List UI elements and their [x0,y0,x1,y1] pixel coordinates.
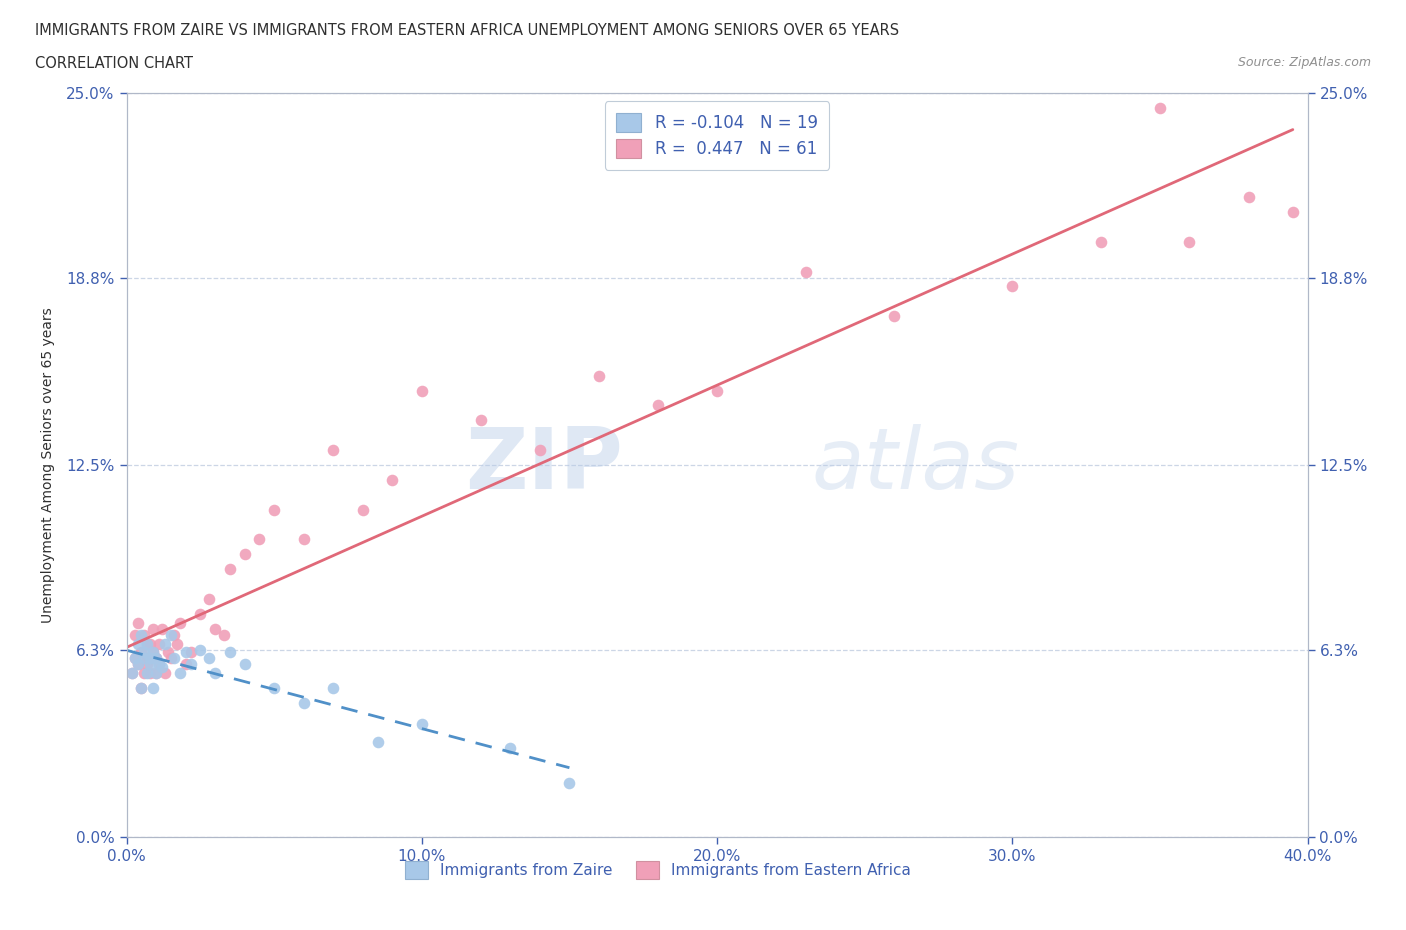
Point [188,606,212,621]
Point [163,627,186,642]
Point [139,666,162,681]
Point [219,645,242,660]
Point [263,502,285,517]
Point [499,740,522,755]
Text: IMMIGRANTS FROM ZAIRE VS IMMIGRANTS FROM EASTERN AFRICA UNEMPLOYMENT AMONG SENIO: IMMIGRANTS FROM ZAIRE VS IMMIGRANTS FROM… [35,23,900,38]
Point [188,642,212,657]
Point [124,627,146,642]
Point [127,657,149,671]
Point [136,657,159,671]
Point [411,383,433,398]
Point [322,443,344,458]
Point [647,398,669,413]
Point [148,636,170,651]
Point [148,657,170,671]
Point [204,666,226,681]
Point [160,651,183,666]
Point [129,627,153,642]
Text: ZIP: ZIP [465,423,623,507]
Point [204,621,226,636]
Point [883,309,905,324]
Point [142,645,165,660]
Point [145,666,167,681]
Point [150,621,173,636]
Point [129,681,153,696]
Point [139,636,162,651]
Point [588,368,610,383]
Point [292,532,315,547]
Point [142,681,165,696]
Point [352,502,374,517]
Point [1001,279,1024,294]
Point [129,681,153,696]
Point [1178,234,1201,249]
Point [127,657,149,671]
Point [145,651,167,666]
Point [136,666,159,681]
Point [129,645,153,660]
Point [233,547,256,562]
Point [145,651,167,666]
Point [322,681,344,696]
Point [127,636,149,651]
Point [529,443,551,458]
Text: atlas: atlas [811,423,1019,507]
Point [139,657,162,671]
Point [411,716,433,731]
Point [169,666,191,681]
Point [470,413,492,428]
Text: Source: ZipAtlas.com: Source: ZipAtlas.com [1237,56,1371,69]
Point [160,627,183,642]
Point [121,666,143,681]
Point [142,645,165,660]
Point [1149,100,1171,115]
Point [134,651,156,666]
Point [148,657,170,671]
Point [136,636,159,651]
Text: CORRELATION CHART: CORRELATION CHART [35,56,193,71]
Point [198,591,221,606]
Point [212,627,235,642]
Point [381,472,404,487]
Point [180,657,202,671]
Point [174,657,197,671]
Point [558,776,581,790]
Point [180,645,202,660]
Point [249,532,271,547]
Point [156,645,179,660]
Point [233,657,256,671]
Point [163,651,186,666]
Point [263,681,285,696]
Point [219,562,242,577]
Point [153,666,176,681]
Point [174,645,197,660]
Point [139,651,162,666]
Point [121,666,143,681]
Point [150,660,173,675]
Point [292,696,315,711]
Point [1090,234,1112,249]
Point [124,651,146,666]
Point [145,666,167,681]
Point [134,666,156,681]
Point [134,627,156,642]
Point [142,621,165,636]
Point [127,616,149,631]
Point [136,636,159,651]
Legend: Immigrants from Zaire, Immigrants from Eastern Africa: Immigrants from Zaire, Immigrants from E… [399,856,917,885]
Point [124,651,146,666]
Y-axis label: Unemployment Among Seniors over 65 years: Unemployment Among Seniors over 65 years [41,307,55,623]
Point [706,383,728,398]
Point [166,636,188,651]
Point [169,616,191,631]
Point [794,264,817,279]
Point [1282,205,1305,219]
Point [367,735,389,750]
Point [198,651,221,666]
Point [136,651,159,666]
Point [1237,190,1260,205]
Point [134,645,156,660]
Point [153,636,176,651]
